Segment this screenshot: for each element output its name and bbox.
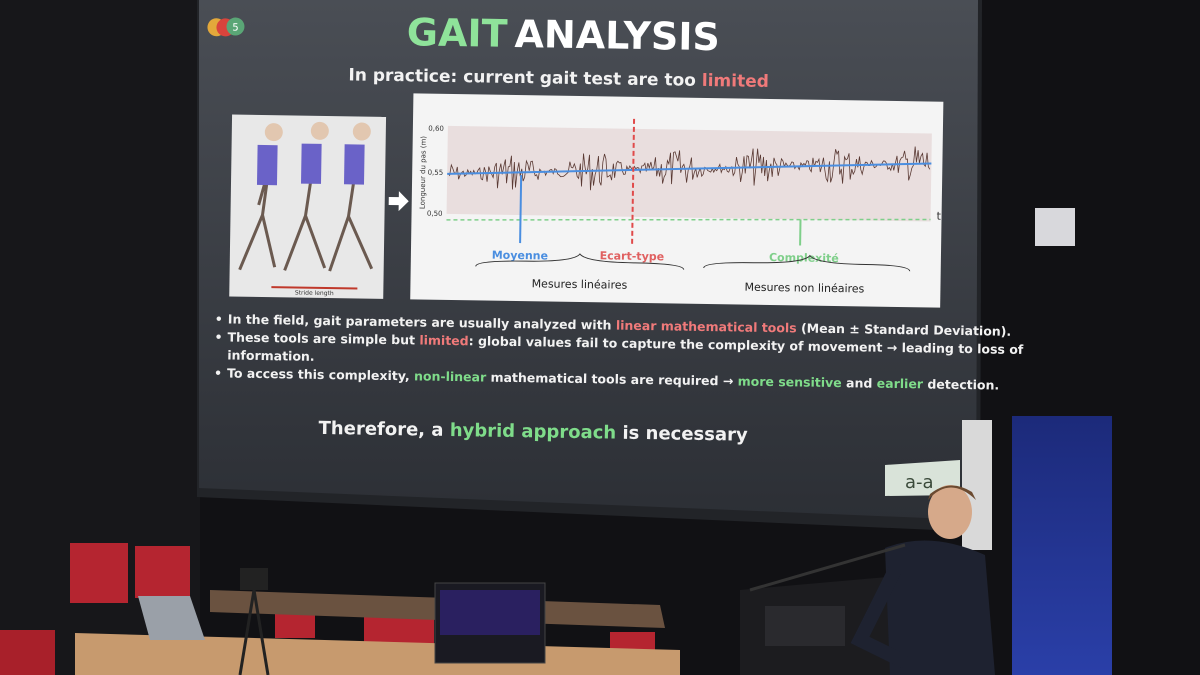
bullet-marker: • [214,329,222,344]
chair [70,543,128,603]
complexity-label: Complexité [769,251,839,265]
footer-logo-box [885,460,960,496]
bullet-line: In the field, gait parameters are usuall… [228,311,1012,338]
column [962,420,992,550]
stride-arrow [271,286,358,290]
arrow [388,191,409,212]
std-arrow [631,118,636,245]
text-run: These tools are simple but [227,329,419,347]
text-run: is necessary [616,423,748,446]
text-run: linear mathematical tools [616,318,797,336]
chair [0,630,55,675]
brace [475,253,685,270]
bullet-line: information. [227,347,315,363]
shirt [256,144,278,186]
chair [135,546,190,598]
speaker-head [928,485,972,539]
text-run: information. [227,347,315,363]
mean-line [447,162,932,175]
laptop [138,596,205,640]
text-run: earlier [877,376,924,392]
bullet-marker: • [214,365,222,380]
plot-area [446,125,932,222]
slide-title: GAIT ANALYSIS [407,10,721,59]
baseline [446,218,931,221]
group-label: Mesures non linéaires [744,281,864,296]
logo-dot [226,17,245,36]
camera [240,568,268,590]
y-axis-label: Longueur du pas (m) [419,136,428,210]
conclusion: Therefore, a hybrid approach is necessar… [318,418,748,446]
monitor-screen [440,590,540,635]
y-tick-label: 0,60 [428,125,444,133]
tripod [238,589,256,675]
roll-up-banner [1012,416,1112,675]
brace [703,254,911,272]
title-part: GAIT [407,10,508,56]
text-run: To access this complexity, [227,365,414,383]
shirt [344,144,365,185]
tripod [252,589,270,675]
text-run: and [842,375,877,391]
y-tick-label: 0,55 [428,169,444,177]
group-label: Mesures linéaires [532,277,628,292]
text-run: mathematical tools are required → [486,370,738,389]
text-run: more sensitive [738,373,842,390]
bullet-line: To access this complexity, non-linear ma… [227,365,999,392]
x-axis-label: t [936,210,941,223]
text-run: In the field, gait parameters are usuall… [228,311,616,332]
title-part: ANALYSIS [514,12,720,59]
stride-caption: Stride length [295,290,334,298]
speaker-body [885,540,995,675]
logo-badge: 5 [232,23,239,34]
head [352,122,371,141]
speaker-arm [850,566,909,669]
text-run: non-linear [414,368,487,384]
wall-device [1035,208,1075,246]
head [264,123,283,142]
bullet-marker: • [215,311,223,326]
microphone [749,543,906,592]
std-label: Ecart-type [600,249,665,263]
mean-label: Moyenne [492,249,548,263]
text-run: limited [419,332,469,348]
podium-laptop [765,606,845,646]
text-run: hybrid approach [450,420,617,444]
shirt [301,143,322,184]
y-tick-label: 0,50 [427,210,443,218]
slide: 5 GAIT ANALYSIS In practice: current gait… [207,10,1024,446]
speaker-hair [928,485,976,500]
text-run: Therefore, a [318,418,450,441]
footer-logo: a-a [905,472,934,493]
mean-arrow [519,175,523,244]
front-table [75,633,680,675]
text-run: detection. [923,376,999,392]
head [310,121,329,140]
subtitle-part: limited [702,71,769,92]
bullet-list: • • • In the field, gait parameters are … [214,311,1024,392]
text-run: (Mean ± Standard Deviation). [797,320,1012,338]
